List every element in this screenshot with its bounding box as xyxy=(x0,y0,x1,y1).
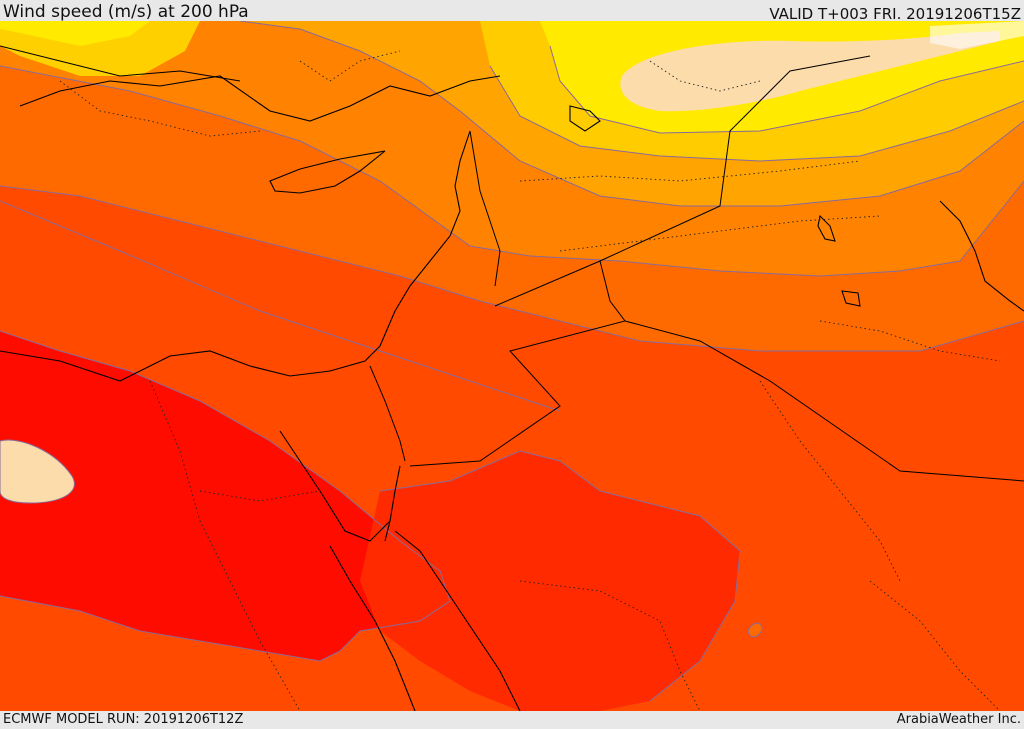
band-2b-fill xyxy=(0,21,150,46)
internal-boundaries xyxy=(59,50,1001,711)
country-borders xyxy=(0,45,1024,482)
red-sea-west-coast xyxy=(329,545,416,711)
small-cell xyxy=(747,622,763,638)
band-8-south-fill xyxy=(360,451,740,711)
lake xyxy=(817,214,836,242)
mediterranean-coast-south xyxy=(0,130,471,382)
model-run: ECMWF MODEL RUN: 20191206T12Z xyxy=(3,712,244,727)
band-1-fill xyxy=(620,31,1000,112)
sinai-west-coast xyxy=(279,430,391,542)
caspian-sea xyxy=(569,105,601,132)
border xyxy=(469,130,501,287)
contour-line xyxy=(379,450,741,702)
border xyxy=(369,365,406,462)
map-title: Wind speed (m/s) at 200 hPa xyxy=(3,2,249,22)
contour-line xyxy=(489,65,1024,162)
isotach-contours xyxy=(0,21,1024,702)
dotted-boundary xyxy=(759,380,901,582)
persian-gulf-coast xyxy=(939,200,1024,312)
dotted-boundary xyxy=(869,580,1001,711)
footer-bar: ECMWF MODEL RUN: 20191206T12Z ArabiaWeat… xyxy=(0,711,1024,729)
coastlines xyxy=(0,75,1024,711)
contour-line xyxy=(0,65,1024,277)
dotted-boundary xyxy=(819,320,1001,362)
gulf-of-aqaba xyxy=(384,465,401,542)
turkey-coast xyxy=(19,75,501,122)
header-bar: Wind speed (m/s) at 200 hPa VALID T+003 … xyxy=(0,0,1024,23)
border xyxy=(494,55,871,307)
valid-time: VALID T+003 FRI. 20191206T15Z xyxy=(769,5,1021,23)
wind-speed-map xyxy=(0,21,1024,711)
band-9-core-fill xyxy=(0,331,450,661)
band-1b-fill xyxy=(930,21,1024,49)
cyprus xyxy=(269,150,386,194)
dotted-boundary xyxy=(649,60,761,92)
dotted-boundary xyxy=(149,380,301,711)
dotted-boundary xyxy=(299,50,401,82)
dotted-boundary xyxy=(519,580,701,711)
speed-max-cell xyxy=(0,439,75,504)
contour-line xyxy=(0,185,1024,352)
contour-line xyxy=(549,45,1024,134)
wind-speed-bands xyxy=(0,21,1024,711)
border xyxy=(409,260,626,467)
contour-line xyxy=(0,200,561,412)
credit: ArabiaWeather Inc. xyxy=(896,712,1021,727)
red-sea-east-coast xyxy=(394,530,521,711)
border xyxy=(624,320,1024,482)
lake-2 xyxy=(841,290,861,307)
contour-line xyxy=(0,330,451,662)
border xyxy=(0,45,241,82)
contour-line xyxy=(239,21,1024,207)
